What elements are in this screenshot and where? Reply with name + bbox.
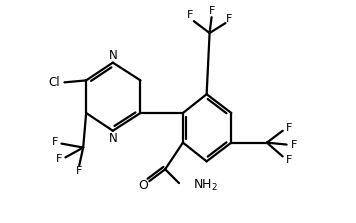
Text: F: F [187, 10, 193, 20]
Text: NH$_2$: NH$_2$ [193, 178, 218, 193]
Text: F: F [286, 155, 292, 165]
Text: F: F [208, 6, 215, 16]
Text: Cl: Cl [49, 76, 61, 89]
Text: F: F [56, 154, 63, 164]
Text: O: O [138, 179, 148, 192]
Text: F: F [76, 166, 83, 176]
Text: F: F [286, 123, 292, 133]
Text: F: F [52, 137, 59, 147]
Text: N: N [109, 132, 117, 145]
Text: F: F [291, 140, 298, 150]
Text: N: N [109, 49, 117, 62]
Text: F: F [226, 14, 232, 24]
